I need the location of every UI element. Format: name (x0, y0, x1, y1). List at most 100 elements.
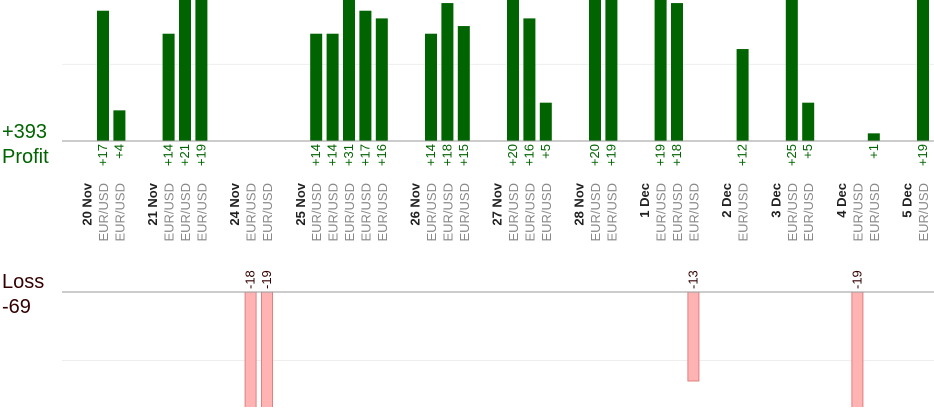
symbol-label: EUR/USD (178, 183, 193, 242)
symbol-label: EUR/USD (588, 183, 603, 242)
date-label: 25 Nov (293, 182, 308, 225)
profit-bar (162, 33, 175, 141)
value-label: +16 (374, 144, 389, 166)
symbol-label: EUR/USD (850, 183, 865, 242)
profit-bar (310, 33, 323, 141)
value-label: -18 (243, 270, 258, 289)
profit-bar (917, 0, 929, 141)
value-label: +19 (653, 144, 668, 166)
loss-title: Loss (2, 271, 44, 293)
date-label: 20 Nov (80, 182, 95, 225)
symbol-label: EUR/USD (162, 183, 177, 242)
profit-bar (195, 0, 208, 141)
profit-bar (654, 0, 667, 141)
value-label: +14 (423, 144, 438, 166)
symbol-label: EUR/USD (342, 183, 357, 242)
loss-bar (851, 292, 864, 407)
symbol-label: EUR/USD (522, 183, 537, 242)
symbol-label: EUR/USD (112, 183, 127, 242)
symbol-label: EUR/USD (686, 183, 701, 242)
symbol-label: EUR/USD (424, 183, 439, 242)
profit-bar (802, 102, 815, 141)
value-label: +17 (95, 144, 110, 166)
value-label: +20 (505, 144, 520, 166)
symbol-label: EUR/USD (654, 183, 669, 242)
loss-bar (244, 292, 257, 407)
profit-bar (343, 0, 355, 141)
value-label: +5 (538, 144, 553, 159)
loss-bar (261, 292, 273, 407)
date-label: 2 Dec (719, 183, 734, 218)
date-label: 27 Nov (490, 182, 505, 225)
symbol-label: EUR/USD (670, 183, 685, 242)
symbol-label: EUR/USD (260, 183, 275, 242)
profit-bar (785, 0, 798, 141)
value-label: +14 (308, 144, 323, 166)
profit-bar (97, 10, 109, 141)
date-label: 3 Dec (768, 183, 783, 218)
value-label: +14 (325, 144, 340, 166)
date-label: 21 Nov (145, 182, 160, 225)
value-label: +5 (800, 144, 815, 159)
value-label: +15 (456, 144, 471, 166)
symbol-label: EUR/USD (244, 183, 259, 242)
profit-bar (359, 10, 372, 141)
profit-bar (671, 3, 683, 141)
value-label: +19 (915, 144, 930, 166)
symbol-label: EUR/USD (801, 183, 816, 242)
value-label: +21 (177, 144, 192, 166)
value-label: +18 (669, 144, 684, 166)
value-label: +19 (603, 144, 618, 166)
profit-bar (457, 26, 470, 141)
value-label: +19 (193, 144, 208, 166)
value-label: +14 (161, 144, 176, 166)
symbol-label: EUR/USD (604, 183, 619, 242)
profit-bar (867, 133, 880, 141)
symbol-label: EUR/USD (867, 183, 882, 242)
symbol-label: EUR/USD (916, 183, 931, 242)
profit-bar (113, 110, 126, 141)
value-label: +4 (111, 144, 126, 159)
profit-bar (507, 0, 519, 141)
loss-total: -69 (2, 296, 31, 318)
value-label: +25 (784, 144, 799, 166)
profit-title: Profit (2, 146, 49, 168)
date-label: 24 Nov (227, 182, 242, 225)
symbol-label: EUR/USD (309, 183, 324, 242)
value-label: +1 (866, 144, 881, 159)
profit-bar (375, 18, 388, 141)
symbol-label: EUR/USD (440, 183, 455, 242)
value-label: +20 (587, 144, 602, 166)
date-label: 1 Dec (637, 183, 652, 218)
value-label: -19 (849, 270, 864, 289)
symbol-label: EUR/USD (96, 183, 111, 242)
profit-bar (605, 0, 618, 141)
loss-bar (687, 292, 700, 382)
value-label: +16 (521, 144, 536, 166)
value-label: +12 (735, 144, 750, 166)
symbol-label: EUR/USD (736, 183, 751, 242)
profit-bar (539, 102, 552, 141)
date-label: 4 Dec (834, 183, 849, 218)
symbol-label: EUR/USD (506, 183, 521, 242)
profit-bar (589, 0, 601, 141)
value-label: +18 (439, 144, 454, 166)
date-label: 28 Nov (572, 182, 587, 225)
profit-bar (523, 18, 536, 141)
profit-bar (441, 3, 454, 141)
symbol-label: EUR/USD (358, 183, 373, 242)
value-label: -13 (685, 270, 700, 289)
value-label: +17 (357, 144, 372, 166)
symbol-label: EUR/USD (326, 183, 341, 242)
profit-bar (736, 49, 749, 141)
value-label: +31 (341, 144, 356, 166)
symbol-label: EUR/USD (785, 183, 800, 242)
date-label: 26 Nov (408, 182, 423, 225)
date-label: 5 Dec (900, 183, 915, 218)
symbol-label: EUR/USD (375, 183, 390, 242)
profit-total: +393 (2, 121, 47, 143)
profit-bar (326, 33, 339, 141)
profit-bar (179, 0, 191, 141)
value-label: -19 (259, 270, 274, 289)
